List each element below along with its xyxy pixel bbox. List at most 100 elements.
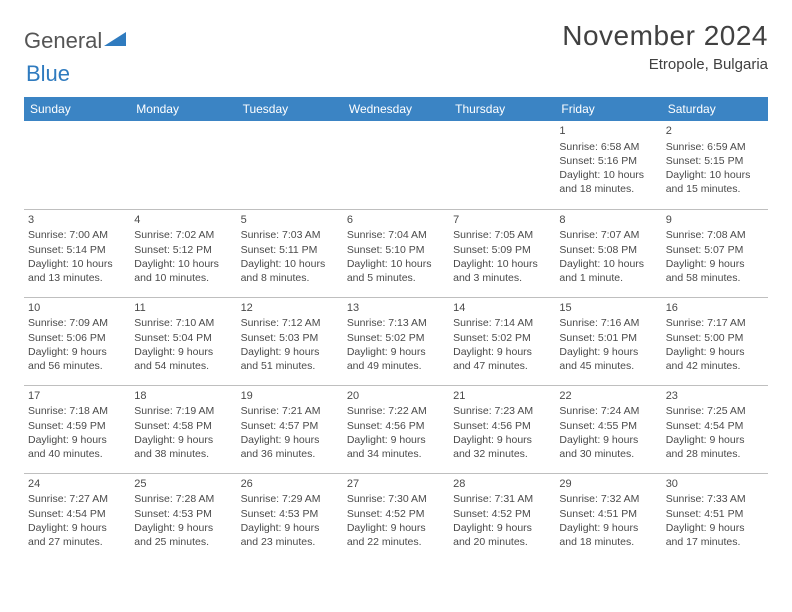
sunset-text: Sunset: 4:54 PM [666, 419, 764, 433]
calendar-day-cell: 8Sunrise: 7:07 AMSunset: 5:08 PMDaylight… [555, 209, 661, 297]
day-info: Sunrise: 7:30 AMSunset: 4:52 PMDaylight:… [347, 492, 445, 549]
daylight-text: Daylight: 9 hours and 17 minutes. [666, 521, 764, 549]
calendar-day-cell [237, 121, 343, 209]
calendar-day-cell: 3Sunrise: 7:00 AMSunset: 5:14 PMDaylight… [24, 209, 130, 297]
sunrise-text: Sunrise: 7:16 AM [559, 316, 657, 330]
calendar-day-cell: 15Sunrise: 7:16 AMSunset: 5:01 PMDayligh… [555, 297, 661, 385]
day-number: 5 [241, 213, 339, 228]
calendar-day-cell [24, 121, 130, 209]
sunset-text: Sunset: 5:10 PM [347, 243, 445, 257]
sunset-text: Sunset: 5:16 PM [559, 154, 657, 168]
daylight-text: Daylight: 9 hours and 23 minutes. [241, 521, 339, 549]
daylight-text: Daylight: 9 hours and 25 minutes. [134, 521, 232, 549]
sunrise-text: Sunrise: 7:25 AM [666, 404, 764, 418]
daylight-text: Daylight: 9 hours and 42 minutes. [666, 345, 764, 373]
calendar-day-cell [343, 121, 449, 209]
daylight-text: Daylight: 10 hours and 18 minutes. [559, 168, 657, 196]
triangle-icon [104, 30, 126, 53]
daylight-text: Daylight: 10 hours and 10 minutes. [134, 257, 232, 285]
sunrise-text: Sunrise: 7:08 AM [666, 228, 764, 242]
day-info: Sunrise: 7:25 AMSunset: 4:54 PMDaylight:… [666, 404, 764, 461]
day-number: 1 [559, 124, 657, 139]
day-number: 25 [134, 477, 232, 492]
weekday-header: Friday [555, 97, 661, 121]
daylight-text: Daylight: 10 hours and 3 minutes. [453, 257, 551, 285]
calendar-table: Sunday Monday Tuesday Wednesday Thursday… [24, 97, 768, 561]
sunrise-text: Sunrise: 7:31 AM [453, 492, 551, 506]
sunrise-text: Sunrise: 7:33 AM [666, 492, 764, 506]
day-number: 14 [453, 301, 551, 316]
sunset-text: Sunset: 4:51 PM [559, 507, 657, 521]
sunrise-text: Sunrise: 7:18 AM [28, 404, 126, 418]
month-title: November 2024 [562, 20, 768, 52]
weekday-header-row: Sunday Monday Tuesday Wednesday Thursday… [24, 97, 768, 121]
day-number: 15 [559, 301, 657, 316]
daylight-text: Daylight: 9 hours and 32 minutes. [453, 433, 551, 461]
calendar-day-cell: 26Sunrise: 7:29 AMSunset: 4:53 PMDayligh… [237, 473, 343, 561]
day-number: 6 [347, 213, 445, 228]
day-number: 4 [134, 213, 232, 228]
daylight-text: Daylight: 9 hours and 49 minutes. [347, 345, 445, 373]
daylight-text: Daylight: 10 hours and 5 minutes. [347, 257, 445, 285]
sunrise-text: Sunrise: 7:13 AM [347, 316, 445, 330]
sunrise-text: Sunrise: 7:32 AM [559, 492, 657, 506]
sunset-text: Sunset: 4:53 PM [241, 507, 339, 521]
daylight-text: Daylight: 9 hours and 54 minutes. [134, 345, 232, 373]
sunset-text: Sunset: 5:09 PM [453, 243, 551, 257]
sunrise-text: Sunrise: 7:29 AM [241, 492, 339, 506]
day-info: Sunrise: 7:23 AMSunset: 4:56 PMDaylight:… [453, 404, 551, 461]
calendar-day-cell: 7Sunrise: 7:05 AMSunset: 5:09 PMDaylight… [449, 209, 555, 297]
calendar-day-cell: 13Sunrise: 7:13 AMSunset: 5:02 PMDayligh… [343, 297, 449, 385]
day-info: Sunrise: 7:14 AMSunset: 5:02 PMDaylight:… [453, 316, 551, 373]
day-number: 16 [666, 301, 764, 316]
day-info: Sunrise: 7:00 AMSunset: 5:14 PMDaylight:… [28, 228, 126, 285]
daylight-text: Daylight: 9 hours and 47 minutes. [453, 345, 551, 373]
day-info: Sunrise: 7:13 AMSunset: 5:02 PMDaylight:… [347, 316, 445, 373]
sunrise-text: Sunrise: 7:21 AM [241, 404, 339, 418]
day-info: Sunrise: 7:24 AMSunset: 4:55 PMDaylight:… [559, 404, 657, 461]
calendar-day-cell: 2Sunrise: 6:59 AMSunset: 5:15 PMDaylight… [662, 121, 768, 209]
calendar-day-cell: 21Sunrise: 7:23 AMSunset: 4:56 PMDayligh… [449, 385, 555, 473]
calendar-day-cell: 6Sunrise: 7:04 AMSunset: 5:10 PMDaylight… [343, 209, 449, 297]
day-info: Sunrise: 7:27 AMSunset: 4:54 PMDaylight:… [28, 492, 126, 549]
day-info: Sunrise: 7:12 AMSunset: 5:03 PMDaylight:… [241, 316, 339, 373]
sunrise-text: Sunrise: 7:09 AM [28, 316, 126, 330]
sunset-text: Sunset: 4:58 PM [134, 419, 232, 433]
sunset-text: Sunset: 4:56 PM [347, 419, 445, 433]
sunset-text: Sunset: 5:06 PM [28, 331, 126, 345]
sunrise-text: Sunrise: 7:17 AM [666, 316, 764, 330]
day-info: Sunrise: 7:29 AMSunset: 4:53 PMDaylight:… [241, 492, 339, 549]
calendar-day-cell [130, 121, 236, 209]
day-number: 10 [28, 301, 126, 316]
day-number: 8 [559, 213, 657, 228]
logo: General [24, 20, 128, 54]
sunrise-text: Sunrise: 7:30 AM [347, 492, 445, 506]
day-info: Sunrise: 7:05 AMSunset: 5:09 PMDaylight:… [453, 228, 551, 285]
day-number: 24 [28, 477, 126, 492]
calendar-day-cell: 14Sunrise: 7:14 AMSunset: 5:02 PMDayligh… [449, 297, 555, 385]
day-info: Sunrise: 7:02 AMSunset: 5:12 PMDaylight:… [134, 228, 232, 285]
calendar-week-row: 3Sunrise: 7:00 AMSunset: 5:14 PMDaylight… [24, 209, 768, 297]
calendar-day-cell: 9Sunrise: 7:08 AMSunset: 5:07 PMDaylight… [662, 209, 768, 297]
sunset-text: Sunset: 4:51 PM [666, 507, 764, 521]
sunset-text: Sunset: 4:52 PM [347, 507, 445, 521]
day-info: Sunrise: 7:07 AMSunset: 5:08 PMDaylight:… [559, 228, 657, 285]
calendar-day-cell: 16Sunrise: 7:17 AMSunset: 5:00 PMDayligh… [662, 297, 768, 385]
day-info: Sunrise: 7:21 AMSunset: 4:57 PMDaylight:… [241, 404, 339, 461]
calendar-day-cell: 5Sunrise: 7:03 AMSunset: 5:11 PMDaylight… [237, 209, 343, 297]
weekday-header: Monday [130, 97, 236, 121]
day-number: 13 [347, 301, 445, 316]
daylight-text: Daylight: 9 hours and 38 minutes. [134, 433, 232, 461]
daylight-text: Daylight: 9 hours and 36 minutes. [241, 433, 339, 461]
calendar-day-cell: 11Sunrise: 7:10 AMSunset: 5:04 PMDayligh… [130, 297, 236, 385]
sunset-text: Sunset: 5:07 PM [666, 243, 764, 257]
daylight-text: Daylight: 9 hours and 34 minutes. [347, 433, 445, 461]
day-number: 29 [559, 477, 657, 492]
sunset-text: Sunset: 5:12 PM [134, 243, 232, 257]
weekday-header: Thursday [449, 97, 555, 121]
day-number: 21 [453, 389, 551, 404]
daylight-text: Daylight: 9 hours and 27 minutes. [28, 521, 126, 549]
daylight-text: Daylight: 9 hours and 20 minutes. [453, 521, 551, 549]
day-number: 26 [241, 477, 339, 492]
sunset-text: Sunset: 4:57 PM [241, 419, 339, 433]
